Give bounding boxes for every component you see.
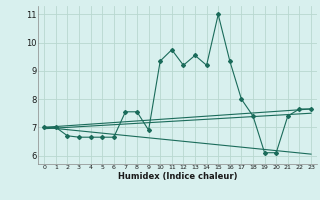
X-axis label: Humidex (Indice chaleur): Humidex (Indice chaleur): [118, 172, 237, 181]
